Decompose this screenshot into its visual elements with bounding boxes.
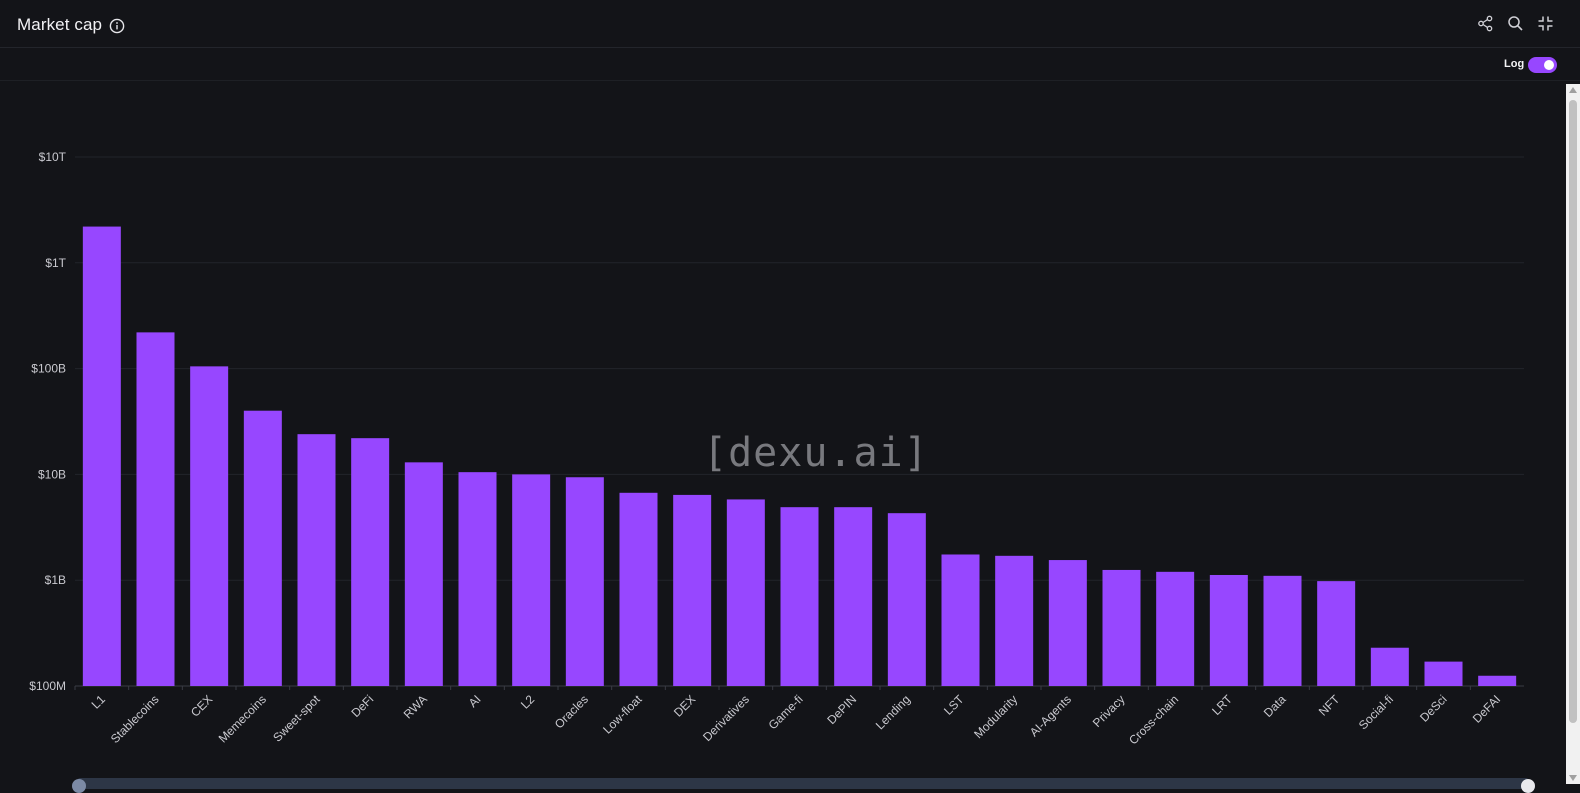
x-tick-label: Oracles: [552, 692, 591, 731]
y-tick-label: $100M: [29, 679, 66, 693]
bar-data[interactable]: [1263, 575, 1302, 686]
bar-low-float[interactable]: [619, 492, 658, 686]
bar-chart: $100M $1B $10B $100B $1T $10T L1 Stablecoins CE…: [29, 150, 1524, 747]
x-tick-label: Low-float: [600, 692, 645, 737]
bar-defi[interactable]: [351, 438, 390, 686]
bar-cex[interactable]: [190, 366, 229, 686]
bar-dex[interactable]: [673, 494, 712, 686]
bar-memecoins[interactable]: [243, 410, 282, 686]
info-icon[interactable]: [109, 18, 125, 34]
bar-sweet-spot[interactable]: [297, 434, 336, 686]
chart-toolbar: [0, 48, 1580, 81]
x-tick-label: Cross-chain: [1126, 692, 1181, 747]
x-tick-label: L2: [518, 692, 538, 712]
chart-header: Market cap: [0, 0, 1580, 48]
bar-modularity[interactable]: [995, 555, 1034, 686]
bar-l1[interactable]: [82, 226, 121, 686]
x-tick-label: L1: [89, 692, 109, 712]
x-tick-label: DEX: [671, 692, 698, 719]
bar-series: [82, 226, 1517, 686]
range-slider[interactable]: [78, 778, 1528, 789]
bar-depin[interactable]: [834, 507, 873, 686]
log-toggle-knob: [1544, 60, 1554, 70]
collapse-icon[interactable]: [1537, 15, 1554, 32]
bar-desci[interactable]: [1424, 661, 1463, 686]
bar-lrt[interactable]: [1209, 574, 1248, 686]
bar-ai-agents[interactable]: [1048, 560, 1087, 686]
range-slider-left-handle[interactable]: [72, 779, 86, 793]
bar-game-fi[interactable]: [780, 507, 819, 686]
x-tick-label: CEX: [188, 692, 215, 719]
bar-stablecoins[interactable]: [136, 332, 175, 686]
x-tick-label: Lending: [873, 692, 913, 732]
range-slider-right-handle[interactable]: [1521, 779, 1535, 793]
bar-derivatives[interactable]: [726, 499, 765, 686]
y-tick-label: $10T: [39, 150, 67, 164]
bar-privacy[interactable]: [1102, 569, 1141, 686]
scroll-thumb[interactable]: [1569, 100, 1577, 723]
y-tick-label: $10B: [38, 467, 66, 481]
x-tick-label: Derivatives: [700, 692, 752, 744]
bar-defai[interactable]: [1478, 675, 1517, 686]
y-tick-label: $100B: [31, 362, 66, 376]
search-icon[interactable]: [1507, 15, 1524, 32]
x-tick-label: Privacy: [1090, 692, 1128, 730]
vertical-scrollbar[interactable]: [1566, 84, 1580, 784]
share-icon[interactable]: [1477, 15, 1494, 32]
x-tick-label: Game-fi: [766, 692, 806, 732]
x-tick-label: DeFi: [348, 692, 376, 720]
x-tick-label: Memecoins: [216, 692, 269, 745]
y-tick-label: $1B: [45, 573, 66, 587]
y-tick-label: $1T: [45, 256, 66, 270]
log-toggle-label: Log: [1504, 58, 1525, 70]
bar-lst[interactable]: [941, 554, 980, 686]
x-tick-label: DePIN: [824, 692, 859, 727]
x-tick-label: Sweet-spot: [270, 692, 323, 745]
x-tick-label: AI: [466, 692, 484, 710]
x-tick-label: AI-Agents: [1027, 692, 1074, 739]
x-tick-label: NFT: [1316, 692, 1343, 719]
bar-ai[interactable]: [458, 472, 497, 686]
bar-nft[interactable]: [1317, 581, 1356, 686]
log-toggle[interactable]: [1528, 57, 1557, 73]
bar-rwa[interactable]: [404, 462, 443, 686]
x-tick-label: Modularity: [971, 692, 1020, 741]
x-axis: L1 Stablecoins CEX Memecoins Sweet-spot DeFi R…: [74, 686, 1503, 747]
watermark: [dexu.ai]: [703, 430, 929, 476]
x-tick-label: LRT: [1209, 692, 1235, 718]
bar-social-fi[interactable]: [1370, 647, 1409, 686]
scroll-down-arrow[interactable]: [1569, 775, 1577, 781]
scroll-up-arrow[interactable]: [1569, 87, 1577, 93]
bar-l2[interactable]: [512, 474, 551, 686]
x-tick-label: DeFAI: [1470, 692, 1503, 725]
chart-title: Market cap: [17, 15, 103, 34]
bar-cross-chain[interactable]: [1156, 571, 1195, 686]
x-tick-label: Data: [1261, 692, 1289, 720]
bar-lending[interactable]: [887, 513, 926, 686]
y-axis: $100M $1B $10B $100B $1T $10T: [29, 150, 66, 693]
x-tick-label: LST: [941, 692, 967, 718]
x-tick-label: Social-fi: [1356, 692, 1396, 732]
x-tick-label: RWA: [401, 692, 430, 721]
x-tick-label: DeSci: [1417, 692, 1450, 725]
bar-oracles[interactable]: [565, 477, 604, 686]
x-tick-label: Stablecoins: [108, 692, 162, 746]
